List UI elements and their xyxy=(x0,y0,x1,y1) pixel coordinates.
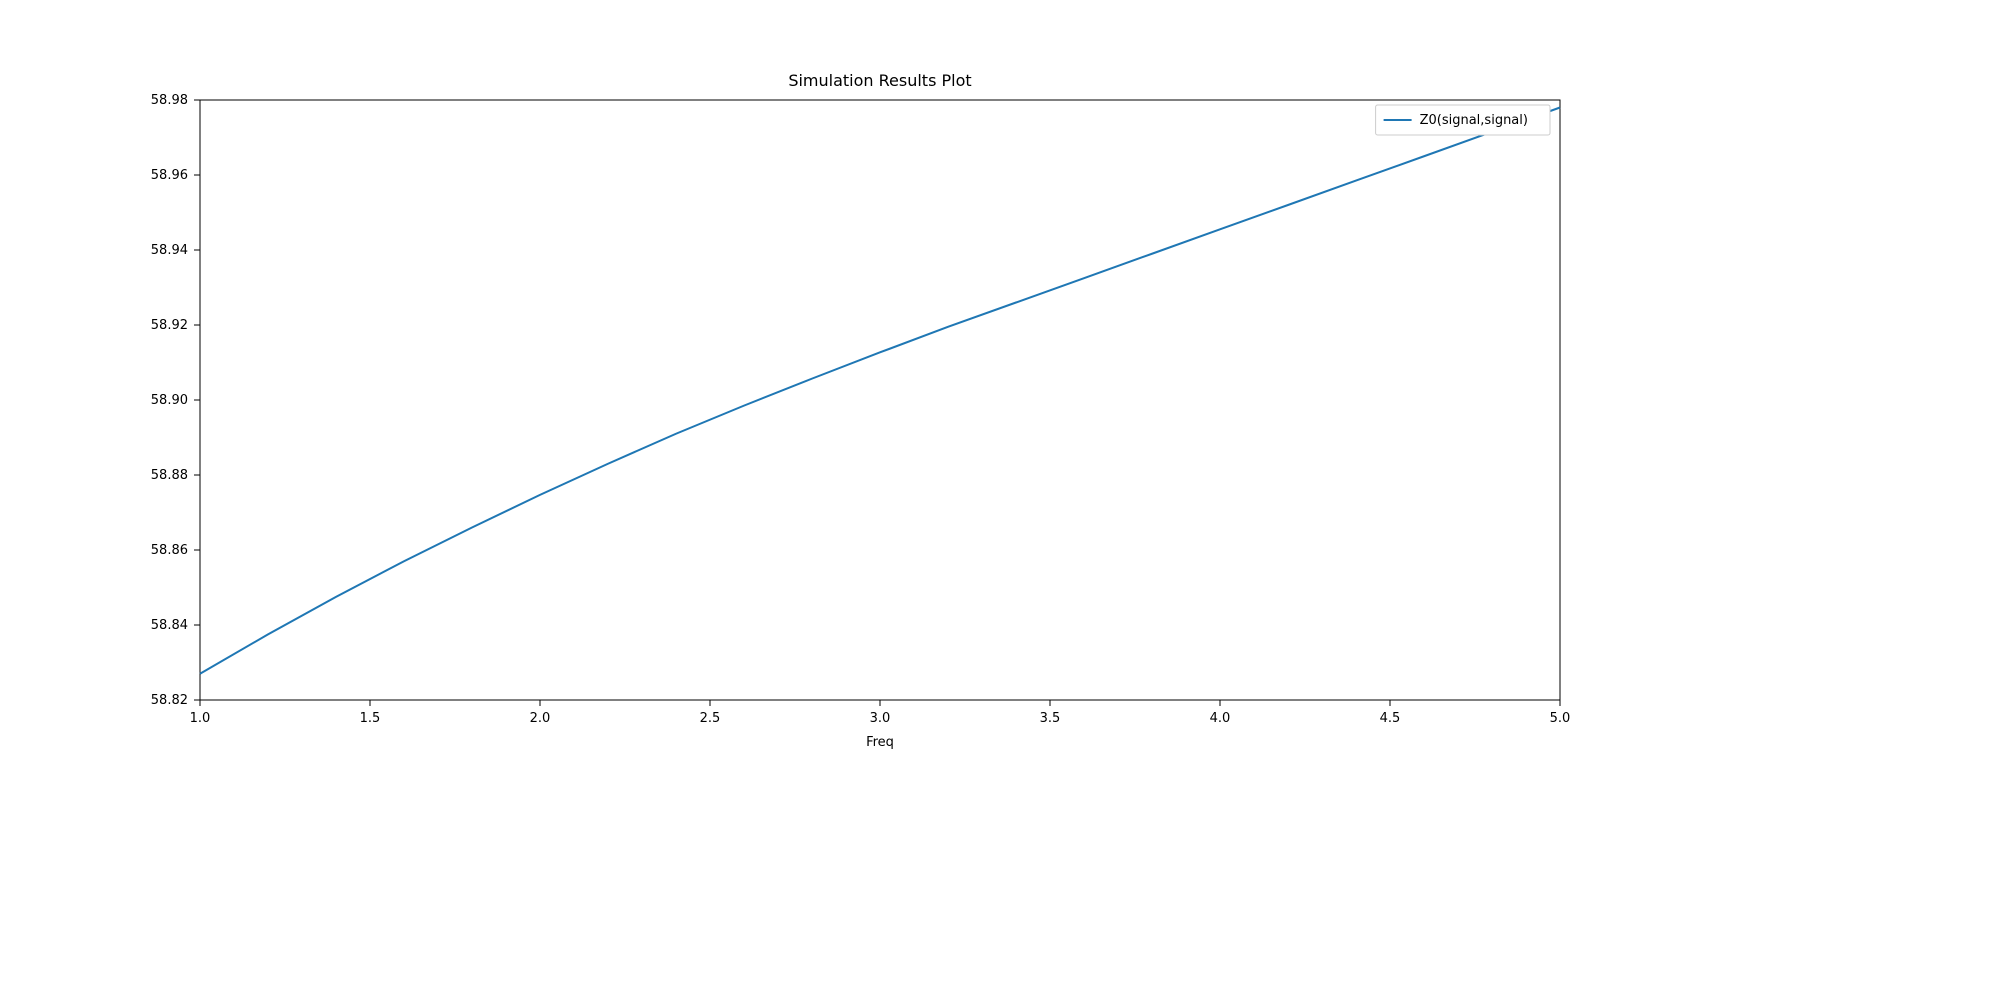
x-tick-label: 4.0 xyxy=(1210,711,1231,726)
y-tick-label: 58.88 xyxy=(151,468,188,483)
legend-label: Z0(signal,signal) xyxy=(1420,113,1528,128)
x-tick-label: 1.0 xyxy=(190,711,211,726)
y-tick-label: 58.90 xyxy=(151,393,188,408)
simulation-results-chart: 1.0 1.5 2.0 2.5 3.0 3.5 4.0 4.5 5.0 58.82 58.84 58.… xyxy=(0,0,2000,1000)
y-tick-label: 58.84 xyxy=(151,618,188,633)
chart-background xyxy=(0,0,2000,1000)
y-tick-label: 58.96 xyxy=(151,168,188,183)
x-tick-label: 4.5 xyxy=(1380,711,1401,726)
x-tick-label: 5.0 xyxy=(1550,711,1571,726)
y-tick-label: 58.82 xyxy=(151,693,188,708)
chart-title: Simulation Results Plot xyxy=(788,71,971,90)
x-tick-label: 3.5 xyxy=(1040,711,1061,726)
x-tick-label: 1.5 xyxy=(360,711,381,726)
y-tick-label: 58.98 xyxy=(151,93,188,108)
x-tick-label: 2.0 xyxy=(530,711,551,726)
x-tick-label: 2.5 xyxy=(700,711,721,726)
x-tick-label: 3.0 xyxy=(870,711,891,726)
chart-container: 1.0 1.5 2.0 2.5 3.0 3.5 4.0 4.5 5.0 58.82 58.84 58.… xyxy=(0,0,2000,1000)
x-axis-label: Freq xyxy=(866,735,894,750)
y-tick-label: 58.94 xyxy=(151,243,188,258)
y-tick-label: 58.86 xyxy=(151,543,188,558)
y-tick-label: 58.92 xyxy=(151,318,188,333)
